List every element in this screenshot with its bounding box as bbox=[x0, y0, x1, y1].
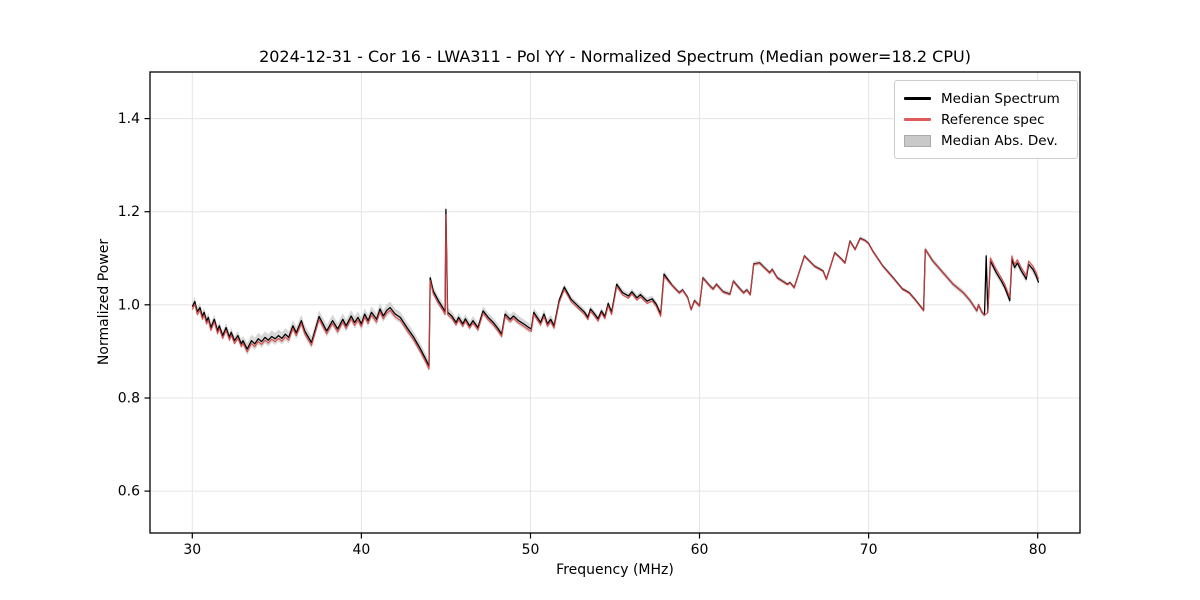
legend-label: Median Abs. Dev. bbox=[941, 132, 1058, 149]
x-tick-label-30: 30 bbox=[183, 542, 201, 558]
legend-item-1: Reference spec bbox=[904, 109, 1067, 130]
legend-item-2: Median Abs. Dev. bbox=[904, 130, 1067, 151]
y-tick-label-0.8: 0.8 bbox=[118, 391, 140, 407]
legend: Median Spectrum Reference spec Median Abs.… bbox=[894, 80, 1078, 159]
y-tick-label-1.2: 1.2 bbox=[118, 204, 140, 220]
x-axis-label: Frequency (MHz) bbox=[556, 562, 674, 578]
y-axis-label-text: Normalized Power bbox=[96, 238, 112, 366]
y-tick-label-1.4: 1.4 bbox=[118, 111, 140, 127]
x-tick-label-80: 80 bbox=[1029, 542, 1047, 558]
x-tick-label-60: 60 bbox=[691, 542, 709, 558]
mad-band bbox=[192, 196, 1039, 371]
x-tick-label-70: 70 bbox=[860, 542, 878, 558]
median-spectrum-line bbox=[191, 208, 1040, 367]
y-tick-label-1: 1.0 bbox=[118, 297, 140, 313]
legend-label: Reference spec bbox=[941, 111, 1045, 128]
y-tick-label-0.6: 0.6 bbox=[118, 484, 140, 500]
reference-spec-line bbox=[191, 214, 1040, 370]
legend-label: Median Spectrum bbox=[941, 90, 1060, 107]
legend-patch-swatch bbox=[904, 134, 931, 147]
legend-line-swatch bbox=[904, 118, 931, 121]
chart-title: 2024-12-31 - Cor 16 - LWA311 - Pol YY - … bbox=[259, 47, 971, 66]
x-tick-label-40: 40 bbox=[352, 542, 370, 558]
legend-item-0: Median Spectrum bbox=[904, 88, 1067, 109]
plot-border bbox=[149, 71, 1081, 534]
legend-line-swatch bbox=[904, 97, 931, 100]
x-tick-label-50: 50 bbox=[522, 542, 540, 558]
